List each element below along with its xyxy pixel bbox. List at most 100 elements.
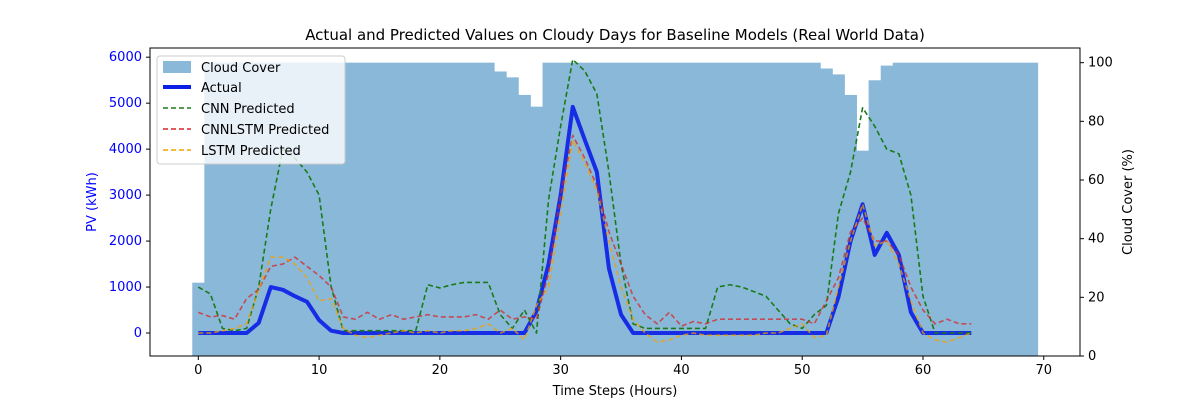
- cloud-cover-bar: [578, 62, 592, 357]
- legend-label-cloud-cover: Cloud Cover: [201, 61, 281, 76]
- cloud-cover-bar: [675, 62, 688, 357]
- cloud-cover-bar: [904, 62, 918, 357]
- cloud-cover-bar: [711, 62, 725, 357]
- cloud-cover-bar: [373, 62, 386, 357]
- cloud-cover-bar: [808, 62, 821, 357]
- cloud-cover-bar: [747, 62, 761, 357]
- cloud-cover-bar: [542, 62, 556, 357]
- cloud-cover-bar: [385, 62, 398, 357]
- cloud-cover-bar: [506, 77, 519, 356]
- legend-label-cnn: CNN Predicted: [201, 102, 295, 117]
- y-tick-label: 0: [134, 326, 142, 341]
- legend-label-cnnlstm: CNNLSTM Predicted: [201, 123, 329, 138]
- y2-tick-label: 60: [1088, 173, 1105, 188]
- y-tick-label: 6000: [109, 50, 142, 65]
- cloud-cover-bar: [409, 62, 423, 357]
- y-tick-label: 4000: [109, 142, 142, 157]
- cloud-cover-bar: [687, 62, 700, 357]
- cloud-cover-bar: [953, 62, 966, 357]
- cnnlstm-predicted-line: [198, 134, 972, 327]
- cloud-cover-bar: [965, 62, 978, 357]
- x-tick-label: 70: [1035, 363, 1052, 378]
- cloud-cover-bar: [554, 62, 568, 357]
- cloud-cover-bar: [929, 62, 942, 357]
- x-tick-label: 50: [794, 363, 811, 378]
- cloud-cover-bar: [856, 150, 870, 356]
- cloud-cover-bar: [1001, 62, 1014, 357]
- cloud-cover-bar: [735, 62, 749, 357]
- y-tick-label: 1000: [109, 280, 142, 295]
- x-axis-title: Time Steps (Hours): [552, 384, 678, 399]
- cloud-cover-bar: [880, 65, 894, 356]
- cloud-cover-bar: [699, 62, 713, 357]
- y2-axis-ticks: 0 20 40 60 80 100: [1080, 56, 1113, 364]
- cloud-cover-bar: [445, 62, 459, 357]
- y2-tick-label: 20: [1088, 290, 1105, 305]
- cloud-cover-bar: [397, 62, 411, 357]
- cloud-cover-bar: [759, 62, 773, 357]
- y-tick-label: 5000: [109, 96, 142, 111]
- x-tick-label: 10: [311, 363, 328, 378]
- y-tick-label: 3000: [109, 188, 142, 203]
- cloud-cover-bar: [627, 62, 640, 357]
- cloud-cover-bar: [590, 62, 604, 357]
- series-lines: [197, 58, 972, 344]
- cloud-cover-bar: [989, 62, 1002, 357]
- y-axis-title: PV (kWh): [85, 172, 100, 232]
- chart-title: Actual and Predicted Values on Cloudy Da…: [305, 26, 925, 44]
- cloud-cover-bar: [361, 62, 374, 357]
- y-tick-label: 2000: [109, 234, 142, 249]
- legend: Cloud Cover Actual CNN Predicted CNNLSTM…: [156, 55, 346, 165]
- cloud-cover-bar: [892, 62, 906, 357]
- cloud-cover-bar: [723, 62, 737, 357]
- y2-tick-label: 100: [1088, 56, 1113, 71]
- cloud-cover-bar: [615, 62, 628, 357]
- cloud-cover-bar: [433, 62, 447, 357]
- cloud-cover-bar: [349, 62, 362, 357]
- cloud-cover-bar: [663, 62, 676, 357]
- cloud-cover-bar: [772, 62, 785, 357]
- cloud-cover-bar: [421, 62, 435, 357]
- x-tick-label: 40: [673, 363, 690, 378]
- x-tick-label: 60: [915, 363, 932, 378]
- legend-label-actual: Actual: [201, 81, 242, 96]
- cloud-cover-bar: [820, 68, 833, 356]
- legend-label-lstm: LSTM Predicted: [201, 144, 301, 159]
- plot-frame: [149, 47, 1081, 357]
- x-axis-ticks: 0 10 20 30 40 50 60 70: [194, 356, 1052, 378]
- cloud-cover-bar: [784, 62, 797, 357]
- cloud-cover-bar: [651, 62, 664, 357]
- cloud-cover-bar: [457, 62, 471, 357]
- cloud-cover-bar: [639, 62, 652, 357]
- cloud-cover-bar: [916, 62, 930, 357]
- cloud-cover-bar: [796, 62, 809, 357]
- cloud-cover-bar: [192, 282, 205, 356]
- cloud-cover-bar: [482, 62, 495, 357]
- cnn-predicted-line: [197, 58, 972, 334]
- legend-swatch-cloud-cover: [163, 61, 191, 73]
- cloud-cover-bar: [977, 62, 990, 357]
- lstm-predicted-line: [198, 139, 972, 344]
- cloud-cover-bar: [470, 62, 483, 357]
- y2-axis-title: Cloud Cover (%): [1121, 149, 1136, 255]
- legend-box: [156, 55, 346, 165]
- cloud-cover-bars: [192, 62, 1039, 357]
- cloud-cover-bar: [844, 94, 857, 357]
- cloud-cover-bar: [494, 71, 507, 356]
- y2-tick-label: 40: [1088, 232, 1105, 247]
- cloud-cover-bar: [868, 80, 882, 357]
- y2-tick-label: 0: [1088, 349, 1096, 364]
- cloud-cover-bar: [941, 62, 954, 357]
- cloud-cover-bar: [602, 62, 616, 357]
- x-tick-label: 20: [432, 363, 449, 378]
- y2-tick-label: 80: [1088, 114, 1105, 129]
- cloud-cover-bar: [1025, 62, 1039, 357]
- cloud-cover-bar: [518, 94, 531, 357]
- actual-line: [198, 104, 972, 336]
- x-tick-label: 0: [194, 363, 202, 378]
- cloud-cover-bar: [1013, 62, 1027, 357]
- x-tick-label: 30: [552, 363, 569, 378]
- y-axis-ticks: 0 1000 2000 3000 4000 5000 6000: [109, 50, 150, 341]
